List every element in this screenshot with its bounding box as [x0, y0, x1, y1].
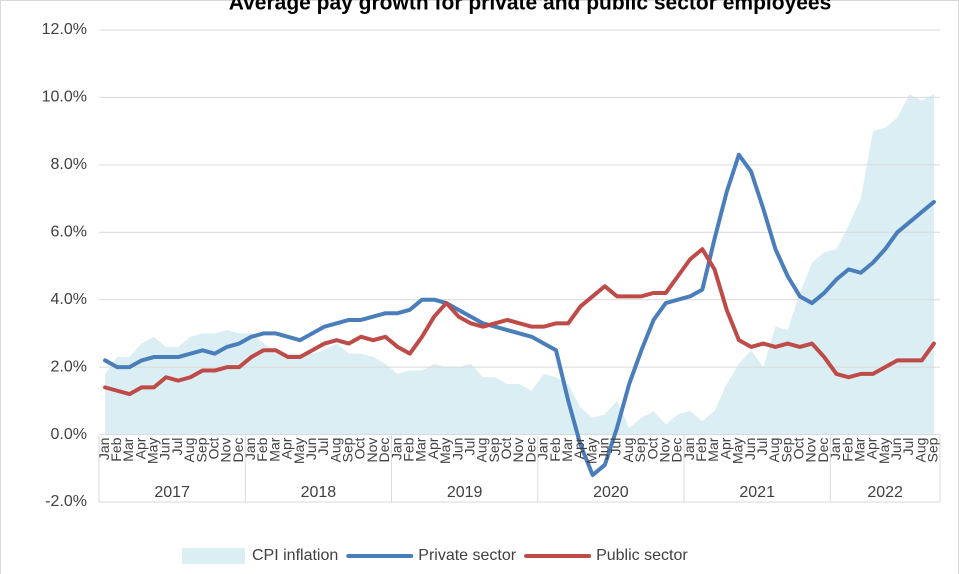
x-tick-label: Mar [559, 437, 575, 461]
x-tick-label: Jul [169, 438, 185, 456]
x-tick-label: Sep [632, 437, 648, 462]
y-tick-label: 8.0% [51, 156, 87, 173]
x-tick-label: Oct [498, 437, 514, 459]
x-tick-label: Aug [474, 438, 490, 463]
y-tick-label: 2.0% [51, 358, 87, 375]
x-tick-label: Jun [303, 438, 319, 461]
x-tick-label: Jun [596, 438, 612, 461]
legend-label: CPI inflation [252, 547, 338, 564]
x-tick-label: Jul [754, 438, 770, 456]
x-tick-label: Jun [742, 438, 758, 461]
x-tick-label: Sep [193, 437, 209, 462]
x-tick-label: Jun [449, 438, 465, 461]
x-tick-label: Dec [522, 438, 538, 463]
year-label: 2020 [593, 484, 629, 501]
x-tick-label: Dec [376, 438, 392, 463]
x-tick-label: May [437, 438, 453, 464]
year-label: 2022 [867, 484, 903, 501]
x-tick-label: Nov [803, 438, 819, 463]
x-tick-label: Mar [851, 437, 867, 461]
x-tick-label: Apr [425, 437, 441, 459]
x-tick-label: Apr [717, 437, 733, 459]
line [103, 247, 936, 397]
x-tick-label: Apr [571, 437, 587, 459]
x-tick-label: Sep [486, 437, 502, 462]
x-tick-label: Jul [608, 438, 624, 456]
y-tick-label: 6.0% [51, 224, 87, 241]
x-tick-label: Aug [766, 438, 782, 463]
x-tick-label: Nov [510, 438, 526, 463]
year-label: 2018 [301, 484, 337, 501]
x-tick-label: Jul [900, 438, 916, 456]
x-tick-label: Oct [791, 437, 807, 459]
x-tick-label: May [876, 438, 892, 464]
x-tick-label: May [583, 438, 599, 464]
x-tick-label: Mar [413, 437, 429, 461]
x-tick-label: Feb [254, 437, 270, 461]
x-tick-label: Aug [181, 438, 197, 463]
x-tick-label: Oct [205, 437, 221, 459]
x-tick-label: Jan [242, 438, 258, 461]
area [105, 94, 934, 435]
x-tick-label: Feb [108, 437, 124, 461]
x-tick-label: Sep [925, 437, 941, 462]
x-tick-label: Dec [669, 438, 685, 463]
x-tick-label: Jan [827, 438, 843, 461]
line [103, 152, 936, 478]
y-tick-label: -2.0% [45, 493, 87, 510]
x-tick-label: Jun [157, 438, 173, 461]
x-tick-label: Dec [230, 438, 246, 463]
x-tick-label: Nov [656, 438, 672, 463]
y-tick-label: 12.0% [42, 21, 87, 38]
x-tick-label: Mar [705, 437, 721, 461]
x-tick-label: Mar [266, 437, 282, 461]
x-tick-label: Oct [644, 437, 660, 459]
x-tick-label: Apr [279, 437, 295, 459]
x-tick-label: Feb [547, 437, 563, 461]
x-tick-label: Jan [388, 438, 404, 461]
x-tick-label: Aug [620, 438, 636, 463]
y-tick-label: 4.0% [51, 291, 87, 308]
x-tick-label: May [291, 438, 307, 464]
x-tick-label: Nov [218, 438, 234, 463]
x-tick-label: May [145, 438, 161, 464]
x-tick-label: Jul [461, 438, 477, 456]
x-tick-label: Feb [401, 437, 417, 461]
chart-title: Average pay growth for private and publi… [229, 0, 832, 15]
legend-swatch [182, 548, 245, 564]
x-tick-label: Jul [315, 438, 331, 456]
x-tick-label: Apr [864, 437, 880, 459]
x-tick-label: Aug [912, 438, 928, 463]
x-tick-label: Oct [352, 437, 368, 459]
year-label: 2019 [447, 484, 483, 501]
year-label: 2021 [739, 484, 775, 501]
x-tick-label: Jan [535, 438, 551, 461]
x-tick-label: Aug [327, 438, 343, 463]
x-tick-label: Sep [778, 437, 794, 462]
y-tick-label: 10.0% [42, 89, 87, 106]
legend-label: Public sector [596, 547, 688, 564]
x-tick-label: Feb [839, 437, 855, 461]
x-tick-label: Mar [120, 437, 136, 461]
x-tick-label: Apr [132, 437, 148, 459]
y-tick-label: 0.0% [51, 426, 87, 443]
x-tick-label: Nov [364, 438, 380, 463]
x-tick-label: Sep [340, 437, 356, 462]
x-tick-label: Jan [681, 438, 697, 461]
x-tick-label: Jan [96, 438, 112, 461]
x-tick-label: Jun [888, 438, 904, 461]
x-tick-label: Feb [693, 437, 709, 461]
x-tick-label: Dec [815, 438, 831, 463]
year-label: 2017 [154, 484, 190, 501]
legend-label: Private sector [418, 547, 516, 564]
x-tick-label: May [730, 438, 746, 464]
